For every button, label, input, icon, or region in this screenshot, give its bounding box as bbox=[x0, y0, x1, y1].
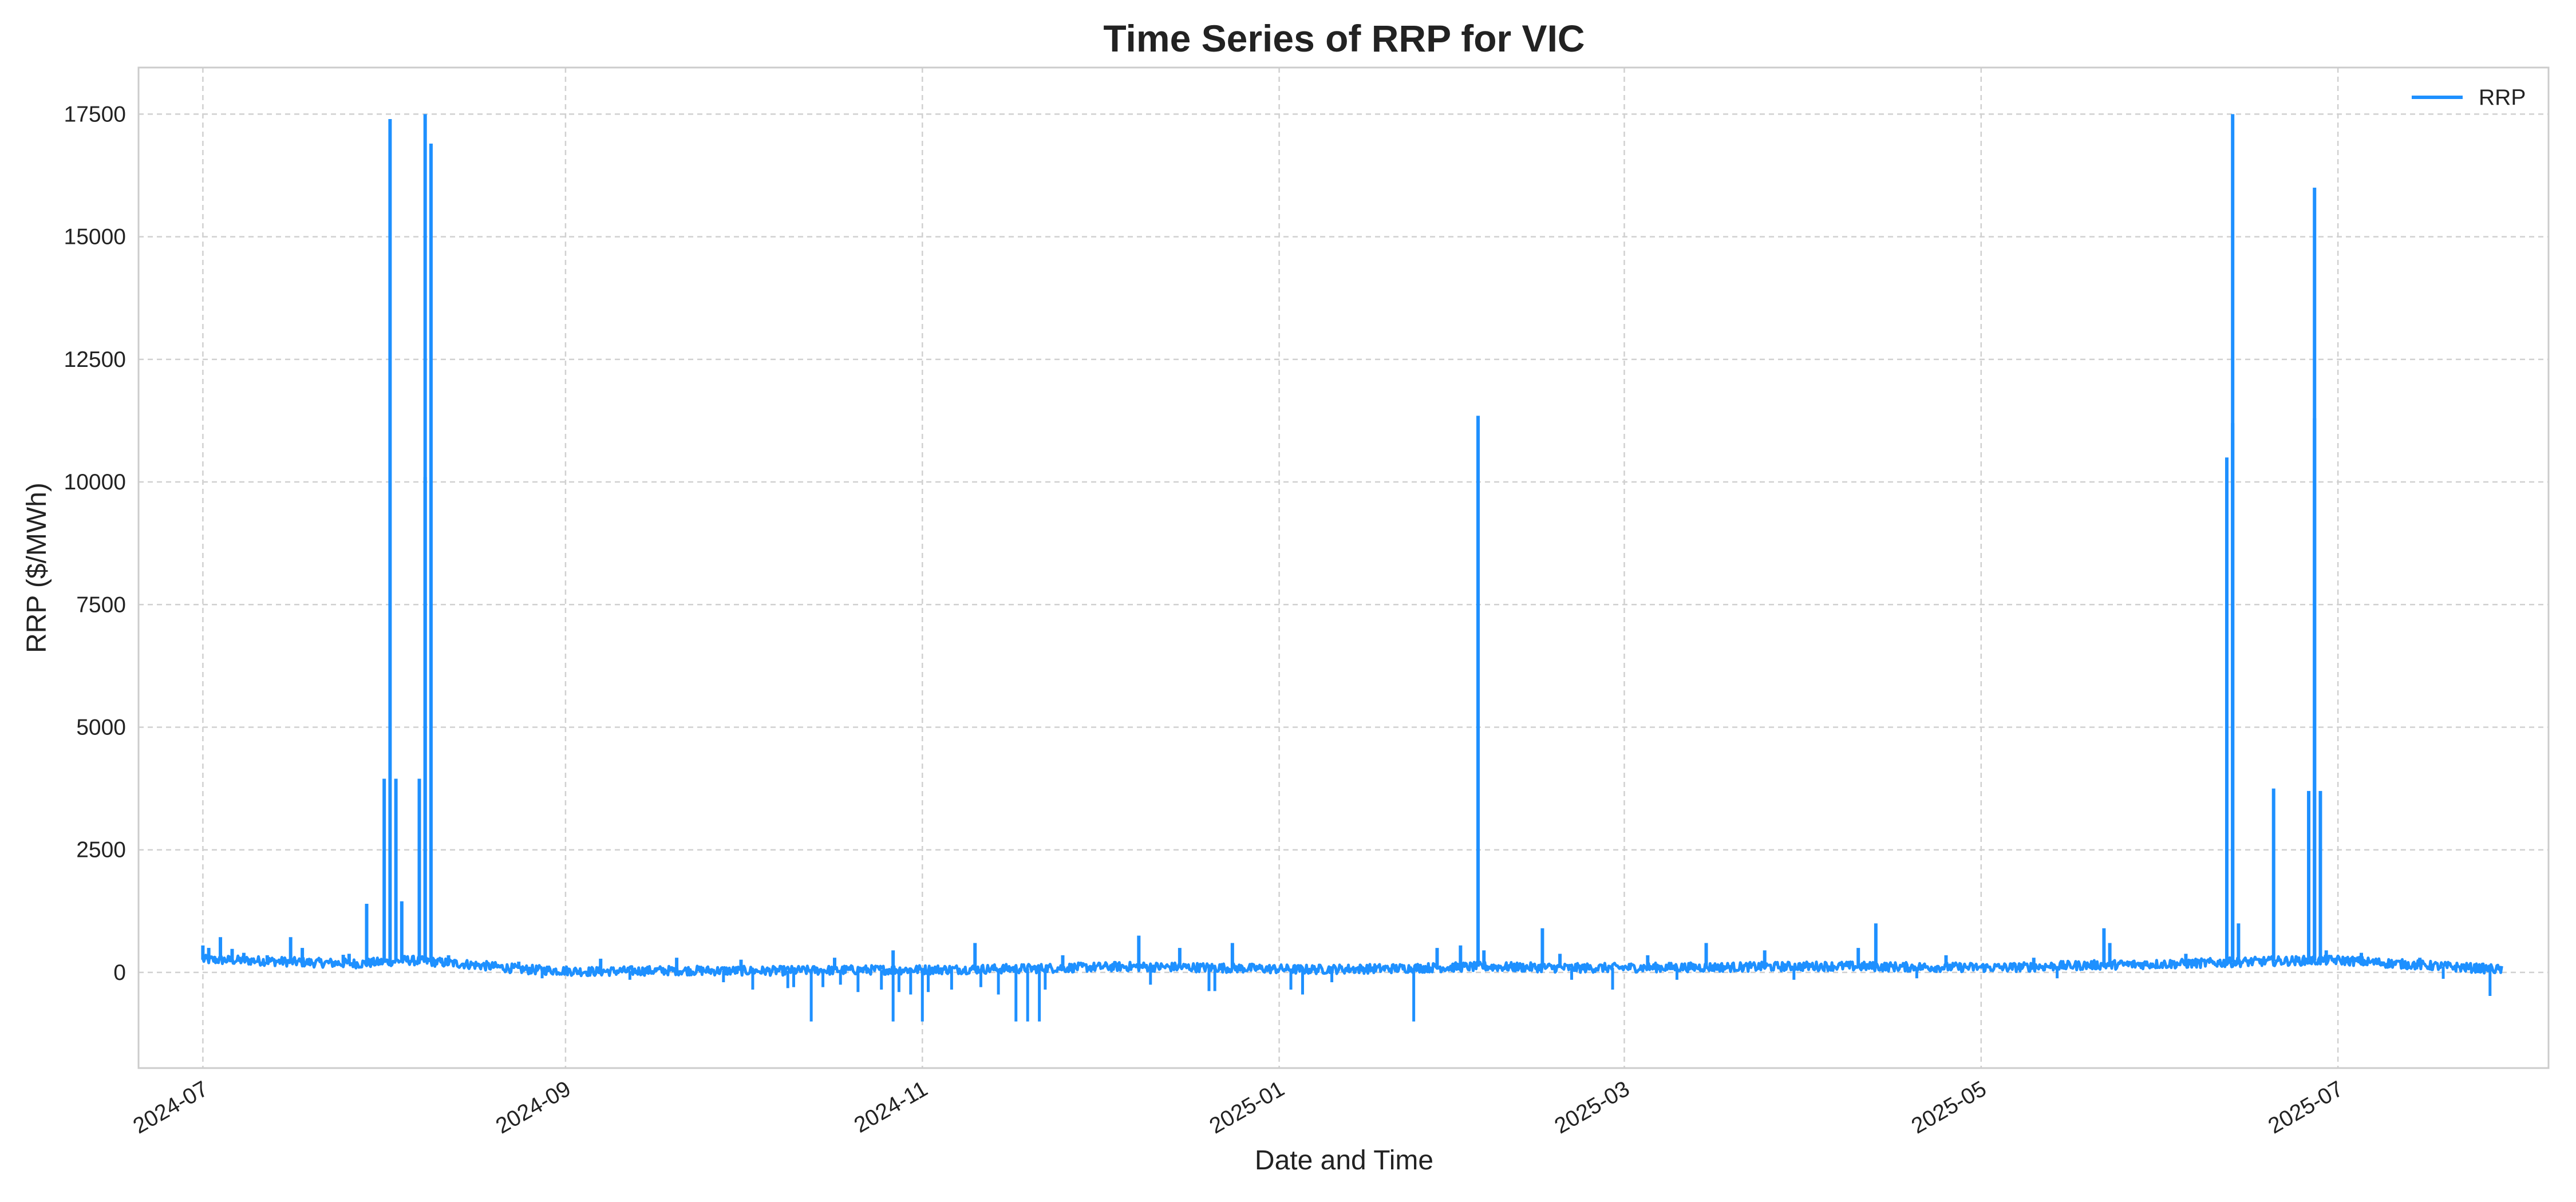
y-tick-label: 5000 bbox=[76, 715, 126, 740]
y-tick-label: 17500 bbox=[64, 102, 126, 126]
plot-frame bbox=[137, 66, 2550, 1069]
x-tick-label: 2024-11 bbox=[850, 1077, 932, 1138]
x-axis-label: Date and Time bbox=[1255, 1145, 1433, 1176]
y-tick-label: 0 bbox=[113, 960, 126, 985]
x-tick-label: 2025-01 bbox=[1206, 1077, 1289, 1139]
y-tick-label: 15000 bbox=[64, 225, 126, 250]
plot-area bbox=[201, 114, 2503, 1022]
grid bbox=[139, 68, 2549, 1068]
x-axis-ticks: 2024-07 2024-09 2024-11 2025-01 2025-03 2025-… bbox=[129, 1077, 2347, 1139]
legend-label-rrp: RRP bbox=[2479, 85, 2526, 110]
y-tick-label: 2500 bbox=[76, 838, 126, 863]
y-tick-label: 7500 bbox=[76, 592, 126, 617]
x-tick-label: 2025-03 bbox=[1551, 1077, 1634, 1139]
x-tick-label: 2025-07 bbox=[2264, 1077, 2347, 1139]
x-tick-label: 2024-09 bbox=[492, 1077, 575, 1139]
y-axis-ticks: 0 2500 5000 7500 10000 12500 15000 17500 bbox=[64, 102, 126, 985]
y-tick-label: 12500 bbox=[64, 347, 126, 372]
x-tick-label: 2025-05 bbox=[1907, 1077, 1990, 1139]
legend: RRP bbox=[2412, 85, 2526, 110]
chart-title: Time Series of RRP for VIC bbox=[1103, 17, 1585, 60]
series-line-rrp bbox=[202, 954, 2503, 978]
y-tick-label: 10000 bbox=[64, 470, 126, 495]
x-tick-label: 2024-07 bbox=[129, 1077, 212, 1139]
y-axis-label: RRP ($/MWh) bbox=[22, 483, 52, 653]
